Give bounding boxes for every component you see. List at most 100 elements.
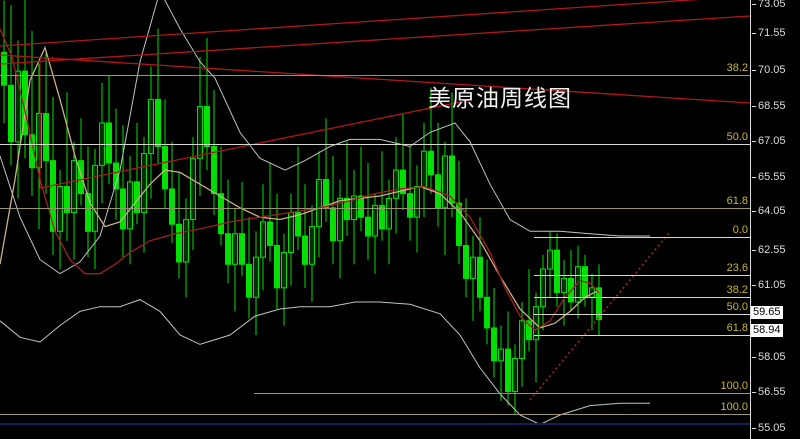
- fibonacci-level-label: 38.2: [726, 62, 748, 74]
- candle-body: [169, 188, 175, 225]
- candle-body: [225, 233, 231, 265]
- bollinger-lower-band: [0, 299, 650, 426]
- axis-tick-mark: [752, 33, 756, 34]
- trendline-descending[interactable]: [0, 54, 750, 104]
- fibonacci-level-line[interactable]: [534, 275, 750, 276]
- candle-body: [491, 327, 497, 362]
- fibonacci-level-label: 38.2: [726, 284, 748, 296]
- candle-body: [176, 223, 182, 263]
- axis-tick-mark: [752, 250, 756, 251]
- fibonacci-level-line[interactable]: [0, 144, 750, 145]
- axis-tick-label: 55.05: [758, 422, 786, 434]
- candle-body: [106, 122, 112, 164]
- fibonacci-level-line[interactable]: [254, 393, 750, 394]
- candle-body: [540, 268, 546, 308]
- candle-body: [155, 98, 161, 148]
- fibonacci-level-line[interactable]: [534, 314, 750, 315]
- candle-body: [365, 216, 371, 237]
- price-axis[interactable]: 73.05 71.55 70.05 68.55 67.05 65.55 64.05 62.55…: [750, 0, 800, 439]
- candle-body: [456, 202, 462, 246]
- candle-body: [505, 348, 511, 392]
- axis-tick-mark: [752, 357, 756, 358]
- candle-body: [281, 252, 287, 289]
- fibonacci-level-label: 100.0: [720, 401, 748, 413]
- price-chart-plot[interactable]: [0, 0, 750, 439]
- candle-body: [463, 244, 469, 279]
- candle-body: [484, 296, 490, 329]
- axis-tick-label: 70.05: [758, 64, 786, 76]
- ascending-support-dotted[interactable]: [529, 231, 671, 401]
- candle-body: [190, 157, 196, 221]
- fibonacci-level-line[interactable]: [534, 335, 750, 336]
- candle-body: [92, 164, 98, 232]
- axis-tick-label: 58.05: [758, 351, 786, 363]
- axis-tick-label: 67.05: [758, 135, 786, 147]
- axis-vertical-line: [750, 0, 751, 439]
- candle-body: [393, 169, 399, 199]
- candle-body: [533, 306, 539, 341]
- candle-body: [351, 195, 357, 221]
- candle-body: [260, 221, 266, 258]
- candle-body: [554, 249, 560, 294]
- fibonacci-level-line[interactable]: [0, 208, 750, 209]
- candle-body: [246, 263, 252, 298]
- axis-tick-mark: [752, 70, 756, 71]
- candle-body: [239, 233, 245, 265]
- axis-tick-label: 61.05: [758, 279, 786, 291]
- candle-body: [85, 193, 91, 232]
- candle-body: [1, 51, 7, 86]
- moving-average-fast: [0, 45, 600, 329]
- trendline-upper-parallel[interactable]: [0, 15, 750, 65]
- candle-body: [267, 221, 273, 246]
- fibonacci-level-label: 0.0: [732, 224, 748, 236]
- candle-body: [162, 146, 168, 190]
- fibonacci-level-line[interactable]: [534, 297, 750, 298]
- candle-body: [71, 160, 77, 213]
- axis-tick-mark: [752, 141, 756, 142]
- candle-body: [519, 320, 525, 360]
- candle-body: [309, 226, 315, 265]
- candle-body: [15, 70, 21, 143]
- axis-tick-label: 68.55: [758, 100, 786, 112]
- candle-body: [127, 181, 133, 230]
- candle-body: [323, 178, 329, 209]
- chart-title: 美原油周线图: [428, 86, 572, 112]
- fibonacci-level-label: 50.0: [726, 131, 748, 143]
- candle-body: [421, 150, 427, 188]
- trendline-upper[interactable]: [0, 0, 750, 47]
- fibonacci-level-label: 100.0: [720, 380, 748, 392]
- candle-body: [477, 256, 483, 298]
- candle-body: [498, 348, 504, 362]
- candle-body: [372, 204, 378, 237]
- candle-body: [407, 193, 413, 218]
- candle-body: [8, 84, 14, 143]
- candle-body: [232, 233, 238, 265]
- axis-tick-mark: [752, 177, 756, 178]
- axis-tick-mark: [752, 4, 756, 5]
- fibonacci-level-label: 23.6: [726, 262, 748, 274]
- bollinger-upper-band: [0, 0, 650, 275]
- candle-body: [512, 358, 518, 392]
- candle-body: [78, 160, 84, 195]
- fibonacci-level-line[interactable]: [0, 414, 750, 415]
- candle-body: [36, 113, 42, 169]
- fibonacci-level-line[interactable]: [534, 237, 750, 238]
- candle-body: [211, 146, 217, 195]
- candle-body: [561, 277, 567, 294]
- candle-body: [302, 235, 308, 265]
- candle-body: [400, 169, 406, 195]
- axis-tick-label: 65.55: [758, 171, 786, 183]
- fibonacci-level-label: 50.0: [726, 301, 748, 313]
- candle-body: [274, 244, 280, 289]
- candle-body: [29, 134, 35, 169]
- axis-tick-mark: [752, 428, 756, 429]
- axis-tick-label: 71.55: [758, 27, 786, 39]
- candle-body: [449, 155, 455, 204]
- candle-body: [316, 178, 322, 228]
- candle-body: [50, 160, 56, 232]
- candle-body: [64, 186, 70, 213]
- candle-body: [470, 256, 476, 279]
- fibonacci-level-line[interactable]: [0, 75, 750, 76]
- candle-body: [358, 195, 364, 218]
- candle-body: [526, 320, 532, 341]
